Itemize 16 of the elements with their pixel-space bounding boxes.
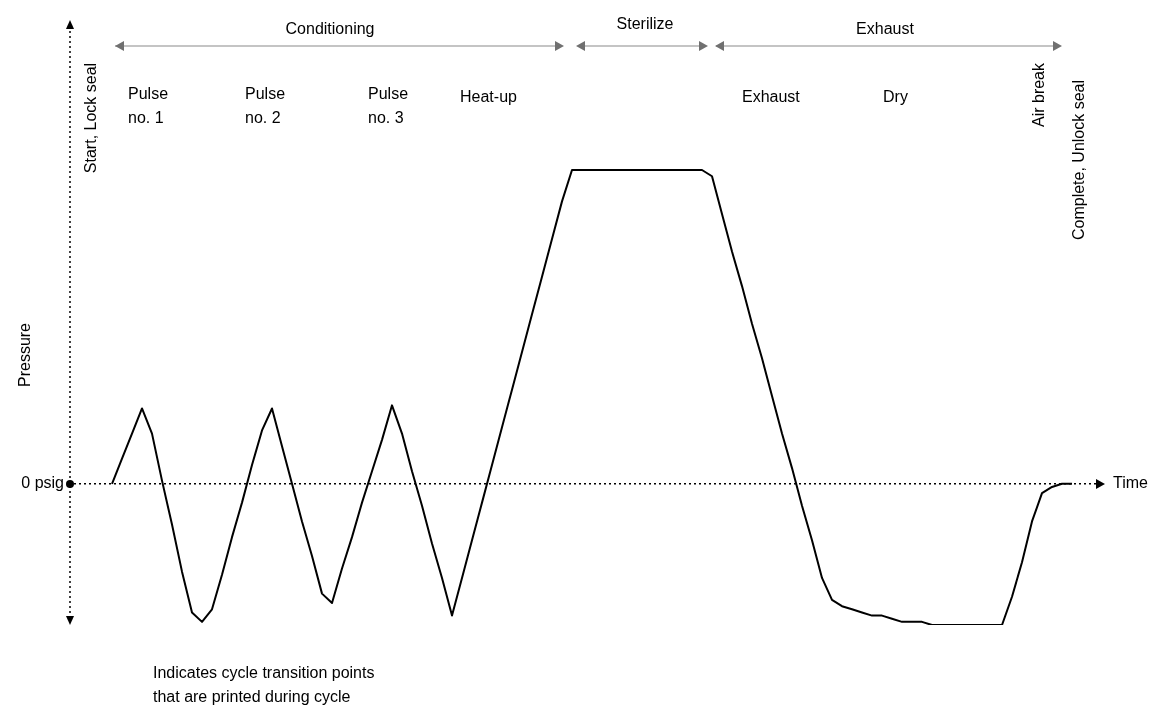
- text: Air break: [1030, 61, 1048, 128]
- x-axis-title: Time: [1113, 474, 1149, 492]
- text: Start, Lock seal: [82, 62, 100, 174]
- text: Pulse no. 3: [368, 85, 409, 127]
- annotation: Complete, Unlock seal: [1070, 79, 1088, 241]
- text: Dry: [883, 88, 908, 106]
- ref-line-label: 0 psig: [21, 474, 64, 492]
- text: Pulse no. 1: [128, 85, 169, 127]
- text: Sterilize: [616, 15, 674, 33]
- text: Conditioning: [285, 20, 375, 38]
- text: Indicates cycle transition points that are printed during cycle: [153, 664, 375, 706]
- text: Exhaust: [856, 20, 915, 38]
- text: Pulse no. 2: [245, 85, 286, 127]
- text: Exhaust: [742, 88, 801, 106]
- text: Heat-up: [460, 88, 518, 106]
- y-axis-title: Pressure: [16, 322, 34, 388]
